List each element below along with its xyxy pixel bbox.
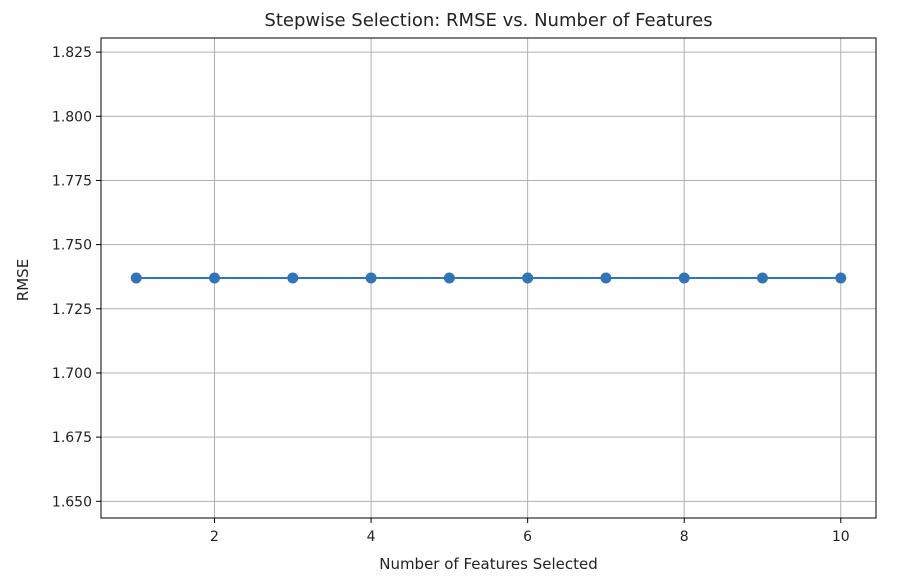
data-point (756, 272, 768, 284)
y-tick-label: 1.750 (52, 238, 92, 254)
y-tick-label: 1.775 (52, 173, 92, 189)
data-point (443, 272, 455, 284)
data-point (522, 272, 534, 284)
x-tick-label: 10 (832, 529, 850, 545)
y-axis-title: RMSE (14, 259, 32, 301)
x-tick-label: 4 (367, 529, 376, 545)
data-point (130, 272, 142, 284)
y-tick-label: 1.725 (52, 302, 92, 318)
data-point (365, 272, 377, 284)
x-tick-label: 6 (523, 529, 532, 545)
y-tick-label: 1.650 (52, 494, 92, 510)
x-tick-label: 2 (210, 529, 219, 545)
y-tick-label: 1.675 (52, 430, 92, 446)
x-axis-title: Number of Features Selected (379, 555, 598, 573)
y-tick-label: 1.700 (52, 366, 92, 382)
x-tick-label: 8 (680, 529, 689, 545)
y-tick-label: 1.800 (52, 109, 92, 125)
data-series (130, 272, 847, 284)
data-point (835, 272, 847, 284)
data-point (600, 272, 612, 284)
data-point (678, 272, 690, 284)
axis-ticks: 2 4 6 8 10 1.650 1.675 1.700 1.725 1.750 1.775 1.80… (52, 45, 850, 545)
plot-frame (100, 37, 877, 519)
data-point (287, 272, 299, 284)
data-point (209, 272, 221, 284)
chart-title: Stepwise Selection: RMSE vs. Number of F… (264, 10, 712, 31)
y-tick-label: 1.825 (52, 45, 92, 61)
